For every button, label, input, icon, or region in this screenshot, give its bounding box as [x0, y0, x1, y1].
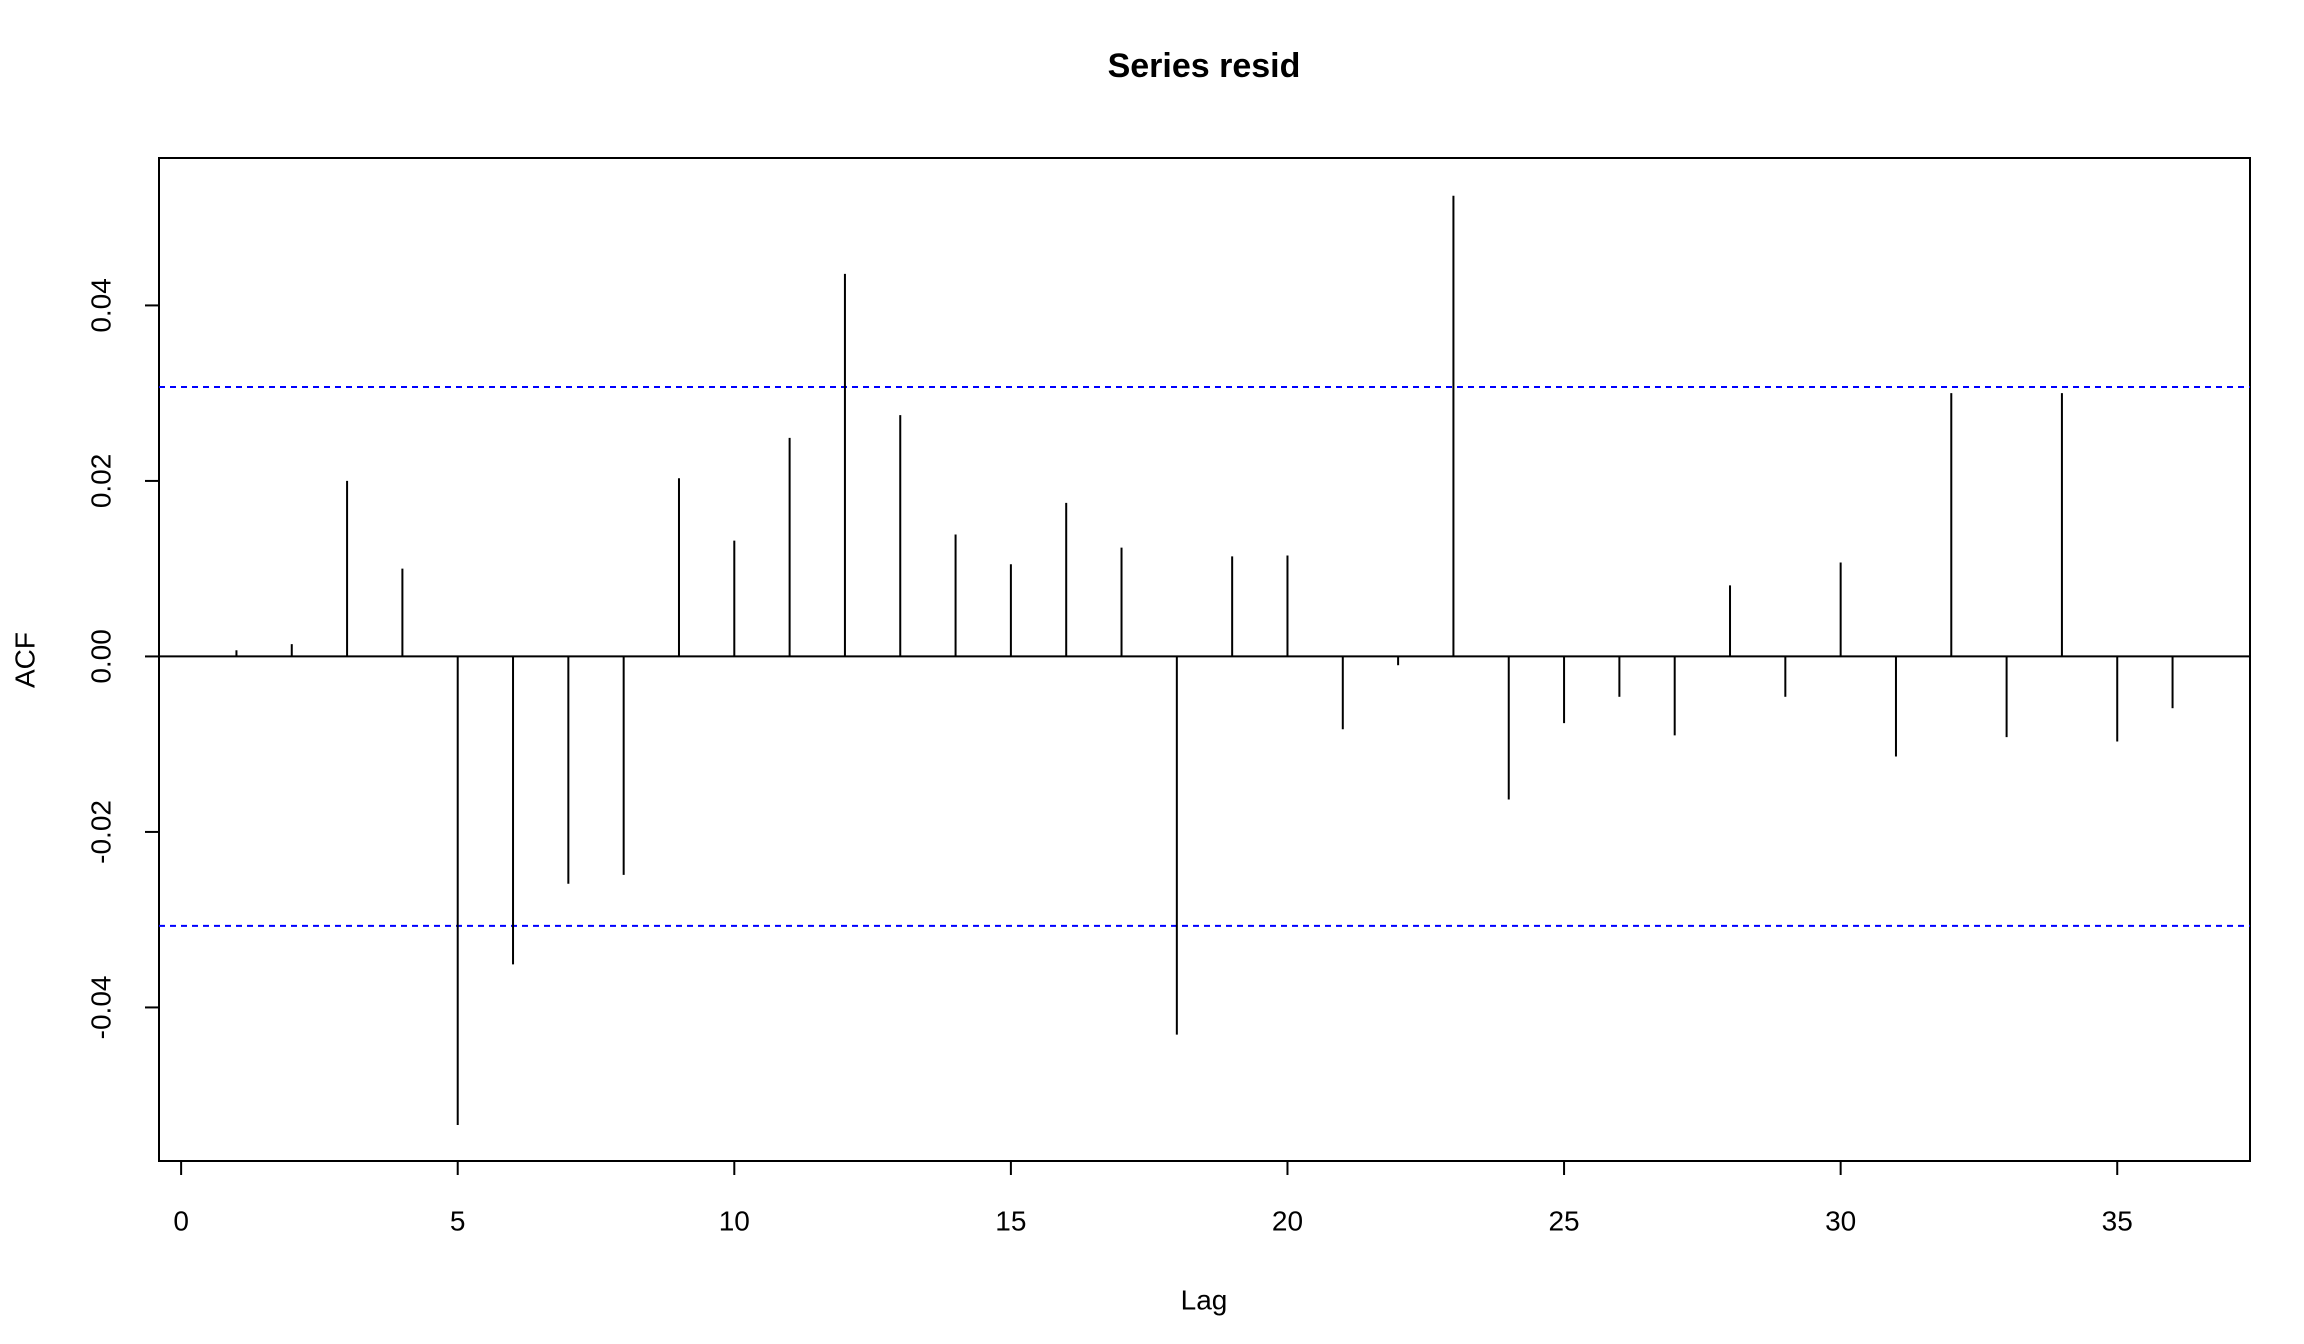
y-tick-label: -0.04	[85, 976, 116, 1040]
y-tick-label: 0.00	[85, 629, 116, 684]
x-tick-label: 30	[1825, 1205, 1856, 1236]
x-tick-label: 15	[995, 1205, 1026, 1236]
y-tick-label: -0.02	[85, 800, 116, 864]
x-tick-label: 10	[719, 1205, 750, 1236]
x-tick-label: 20	[1272, 1205, 1303, 1236]
x-tick-label: 5	[450, 1205, 466, 1236]
chart-title: Series resid	[1108, 47, 1301, 85]
x-axis-label: Lag	[1181, 1284, 1228, 1315]
x-tick-label: 35	[2102, 1205, 2133, 1236]
y-axis-label: ACF	[9, 632, 40, 688]
y-tick-label: 0.02	[85, 454, 116, 509]
y-tick-label: 0.04	[85, 278, 116, 333]
x-tick-label: 0	[173, 1205, 189, 1236]
plot-frame	[158, 157, 2251, 1162]
x-tick-label: 25	[1548, 1205, 1579, 1236]
